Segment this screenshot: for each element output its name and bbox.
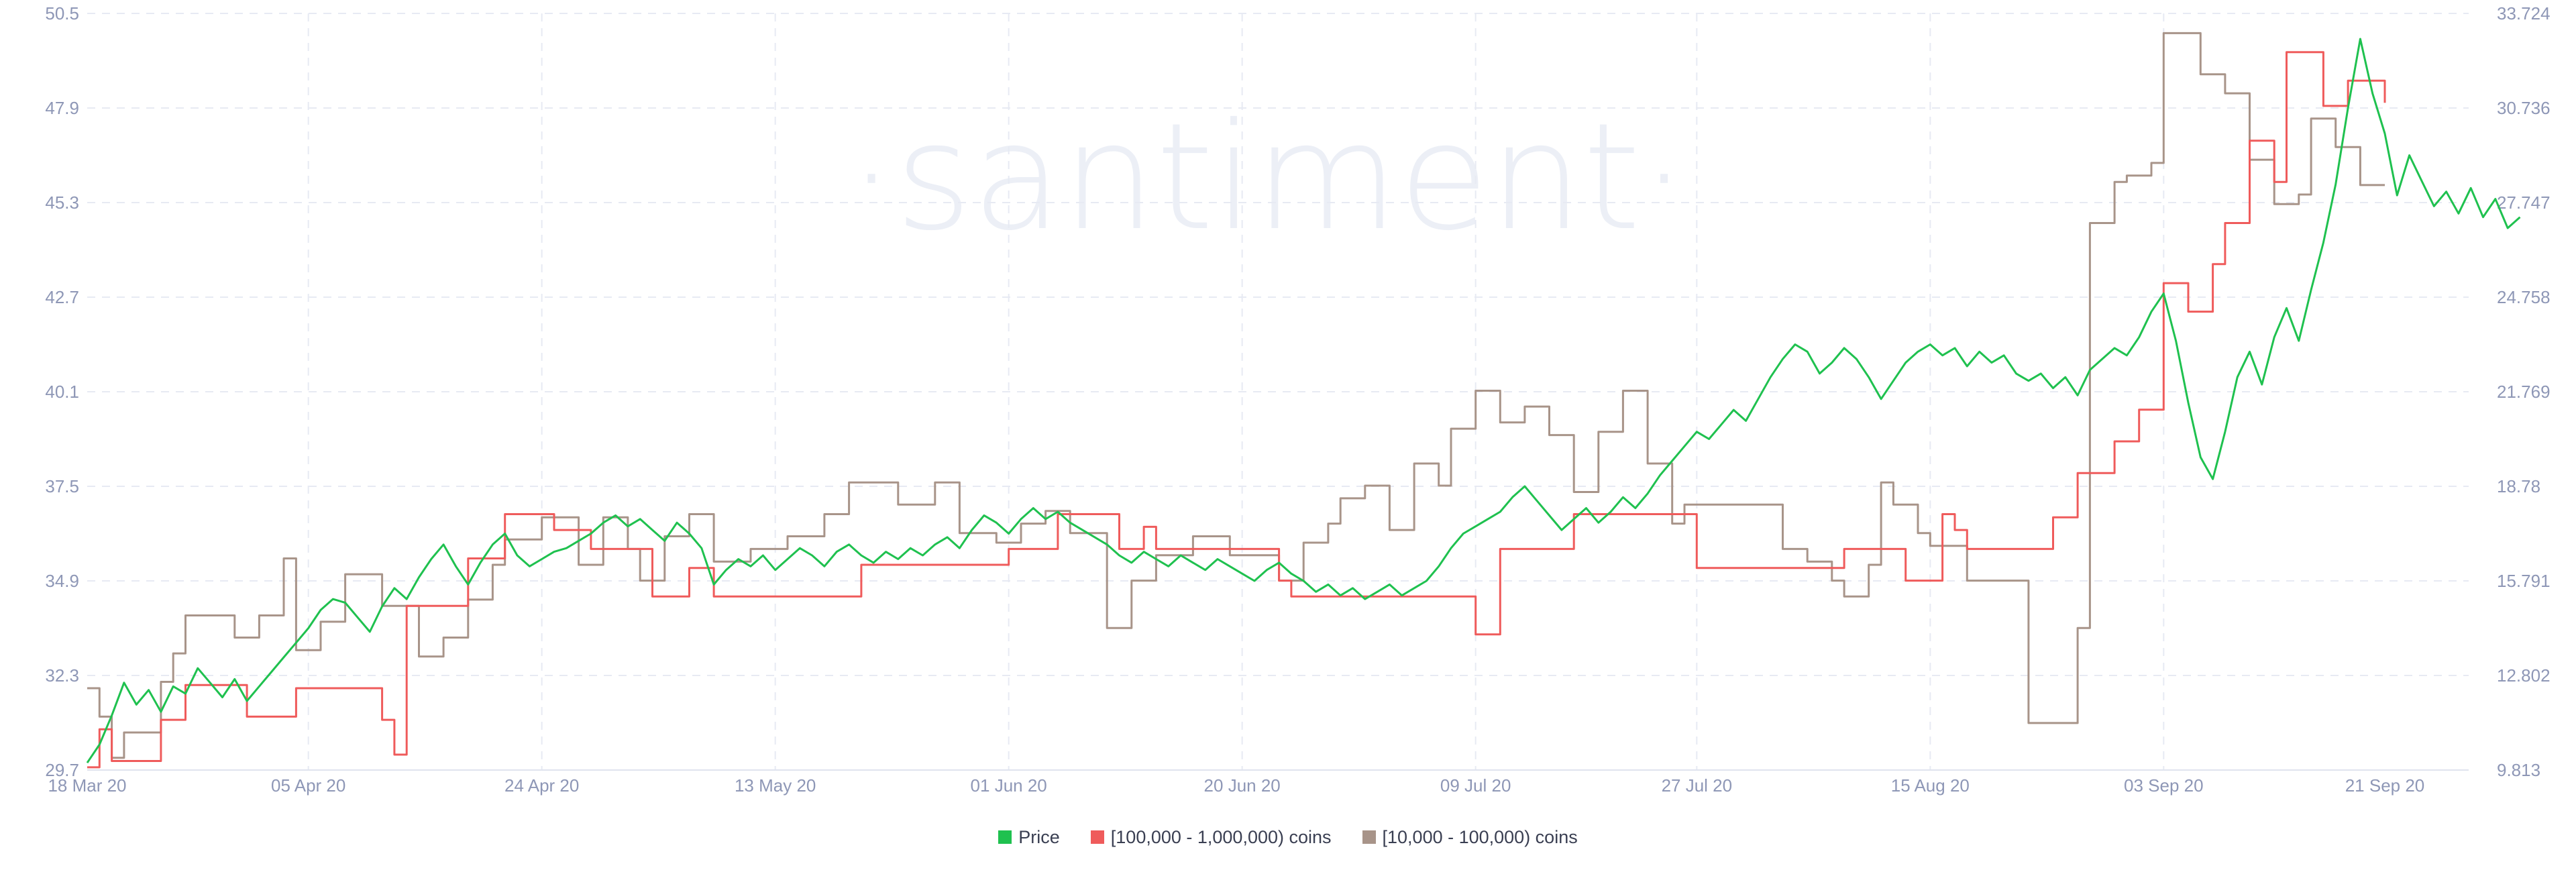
right-tick-label: 18.78 bbox=[2497, 476, 2540, 496]
right-tick-label: 9.813 bbox=[2497, 760, 2540, 780]
left-tick-label: 32.3 bbox=[45, 665, 79, 686]
series-layer bbox=[86, 32, 2521, 769]
watermark: ·santiment· bbox=[848, 91, 1687, 263]
right-tick-label: 30.736 bbox=[2497, 98, 2551, 118]
x-tick-label: 24 Apr 20 bbox=[504, 775, 579, 796]
legend-label: Price bbox=[1018, 826, 1060, 847]
left-tick-label: 40.1 bbox=[45, 382, 79, 402]
right-tick-label: 12.802 bbox=[2497, 665, 2551, 686]
series-line-0 bbox=[86, 38, 2521, 764]
legend-label: [10,000 - 100,000) coins bbox=[1382, 826, 1578, 847]
right-tick-label: 24.758 bbox=[2497, 287, 2551, 307]
left-tick-label: 29.7 bbox=[45, 760, 79, 780]
legend-swatch bbox=[1090, 830, 1104, 844]
x-tick-label: 01 Jun 20 bbox=[971, 775, 1047, 796]
x-axis: 18 Mar 20 05 Apr 20 24 Apr 20 13 May 20 01 J… bbox=[48, 769, 2469, 796]
x-tick-label: 27 Jul 20 bbox=[1662, 775, 1733, 796]
left-axis: 50.5 47.9 45.3 42.7 40.1 37.5 34.9 32.3 29.7 bbox=[45, 3, 79, 780]
left-tick-label: 42.7 bbox=[45, 287, 79, 307]
legend-swatch bbox=[1362, 830, 1376, 844]
right-tick-label: 27.747 bbox=[2497, 193, 2551, 213]
x-tick-label: 05 Apr 20 bbox=[271, 775, 345, 796]
left-tick-label: 47.9 bbox=[45, 98, 79, 118]
x-tick-label: 09 Jul 20 bbox=[1440, 775, 1511, 796]
right-tick-label: 21.769 bbox=[2497, 382, 2551, 402]
legend-item[interactable]: [100,000 - 1,000,000) coins bbox=[1090, 826, 1332, 848]
right-axis: 33.724 30.736 27.747 24.758 21.769 18.78 15.79… bbox=[2497, 3, 2551, 780]
x-tick-label: 18 Mar 20 bbox=[48, 775, 126, 796]
x-tick-label: 20 Jun 20 bbox=[1204, 775, 1281, 796]
legend-label: [100,000 - 1,000,000) coins bbox=[1110, 826, 1332, 847]
left-tick-label: 34.9 bbox=[45, 571, 79, 591]
left-tick-label: 50.5 bbox=[45, 3, 79, 23]
left-tick-label: 37.5 bbox=[45, 476, 79, 496]
legend-swatch bbox=[998, 830, 1012, 844]
x-tick-label: 15 Aug 20 bbox=[1891, 775, 1970, 796]
left-tick-label: 45.3 bbox=[45, 193, 79, 213]
legend: Price [100,000 - 1,000,000) coins [10,000 … bbox=[0, 824, 2576, 851]
x-tick-label: 21 Sep 20 bbox=[2345, 775, 2425, 796]
x-tick-label: 03 Sep 20 bbox=[2124, 775, 2204, 796]
legend-item[interactable]: [10,000 - 100,000) coins bbox=[1362, 827, 1578, 848]
series-line-1 bbox=[87, 51, 2386, 769]
right-tick-label: 33.724 bbox=[2497, 3, 2551, 23]
legend-item[interactable]: Price bbox=[998, 827, 1060, 848]
right-tick-label: 15.791 bbox=[2497, 571, 2551, 591]
x-tick-label: 13 May 20 bbox=[735, 775, 816, 796]
